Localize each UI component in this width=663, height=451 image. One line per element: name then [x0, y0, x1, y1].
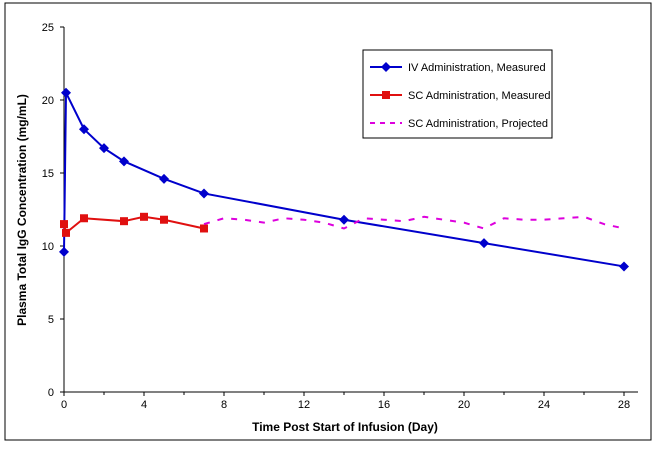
square-marker [382, 91, 390, 99]
chart-frame [4, 2, 652, 441]
y-tick-label: 0 [48, 387, 54, 399]
x-tick-label: 12 [298, 399, 310, 411]
x-tick-label: 8 [221, 399, 227, 411]
square-marker [140, 212, 148, 221]
x-axis-label: Time Post Start of Infusion (Day) [252, 420, 438, 434]
square-marker [80, 214, 88, 223]
y-tick-label: 25 [42, 22, 54, 34]
legend-label: IV Administration, Measured [408, 62, 546, 74]
diamond-marker [79, 124, 89, 135]
x-tick-label: 20 [458, 399, 470, 411]
x-tick-label: 28 [618, 399, 630, 411]
square-marker [120, 217, 128, 226]
diamond-marker [619, 261, 629, 272]
series-line-0 [63, 92, 625, 268]
y-tick-label: 20 [42, 95, 54, 107]
legend-label: SC Administration, Measured [408, 90, 550, 102]
square-marker [160, 215, 168, 224]
x-tick-label: 16 [378, 399, 390, 411]
square-marker [62, 228, 70, 237]
square-marker [200, 224, 208, 233]
x-tick-label: 4 [141, 399, 147, 411]
diamond-marker [339, 214, 349, 225]
y-tick-label: 15 [42, 168, 54, 180]
diamond-marker [199, 188, 209, 199]
x-tick-label: 24 [538, 399, 550, 411]
diamond-marker [381, 62, 391, 72]
diamond-marker [159, 173, 169, 184]
x-tick-label: 0 [61, 399, 67, 411]
diamond-marker [479, 238, 489, 249]
y-tick-label: 10 [42, 241, 54, 253]
diamond-marker [99, 143, 109, 154]
y-tick-label: 5 [48, 314, 54, 326]
diamond-marker [59, 246, 69, 257]
series-line-2 [203, 215, 625, 230]
legend: IV Administration, Measured SC Administra… [362, 49, 553, 139]
legend-label: SC Administration, Projected [408, 118, 548, 130]
square-marker [60, 220, 68, 229]
diamond-marker [119, 156, 129, 167]
diamond-marker [61, 87, 71, 98]
y-axis-label: Plasma Total IgG Concentration (mg/mL) [15, 94, 29, 326]
